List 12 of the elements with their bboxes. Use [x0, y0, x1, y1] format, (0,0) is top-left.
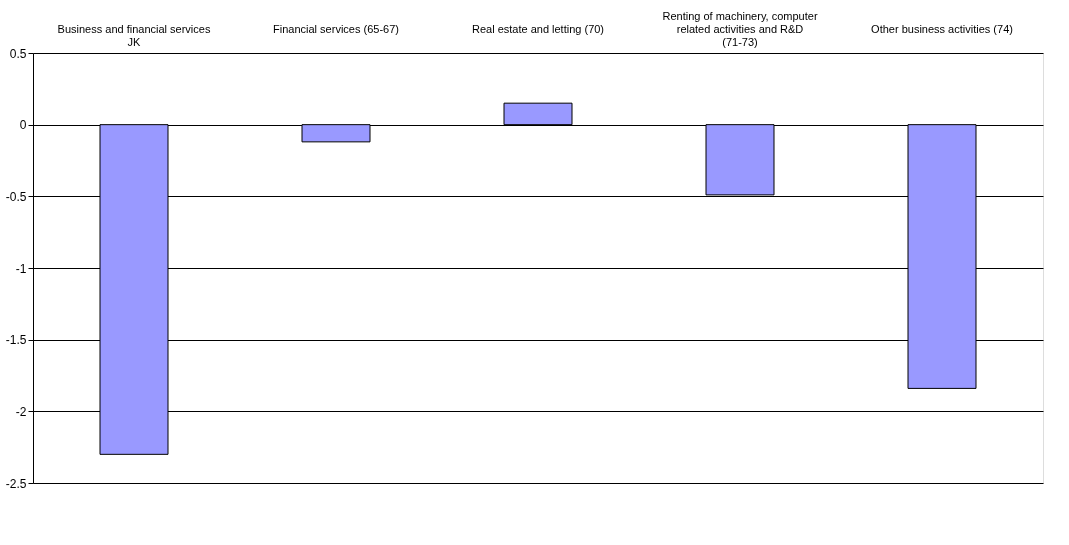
y-tick-label: 0: [19, 118, 27, 133]
x-tick-label: Financial services (65-67): [273, 22, 399, 35]
y-tick-label: 0.5: [9, 46, 27, 61]
y-tick-label: -2: [15, 404, 27, 419]
y-tick-label: -2.5: [5, 476, 27, 491]
x-tick-label: Real estate and letting (70): [471, 22, 605, 35]
x-tick-label: Business and financial services JK: [57, 22, 211, 48]
x-tick-label: Other business activities (74): [871, 22, 1013, 35]
y-tick-label: -0.5: [5, 189, 27, 204]
x-tick-label: Renting of machinery, computer related activities and R&D (71-73): [662, 9, 818, 48]
y-tick-label: -1.5: [5, 333, 27, 348]
y-tick-label: -1: [15, 261, 27, 276]
